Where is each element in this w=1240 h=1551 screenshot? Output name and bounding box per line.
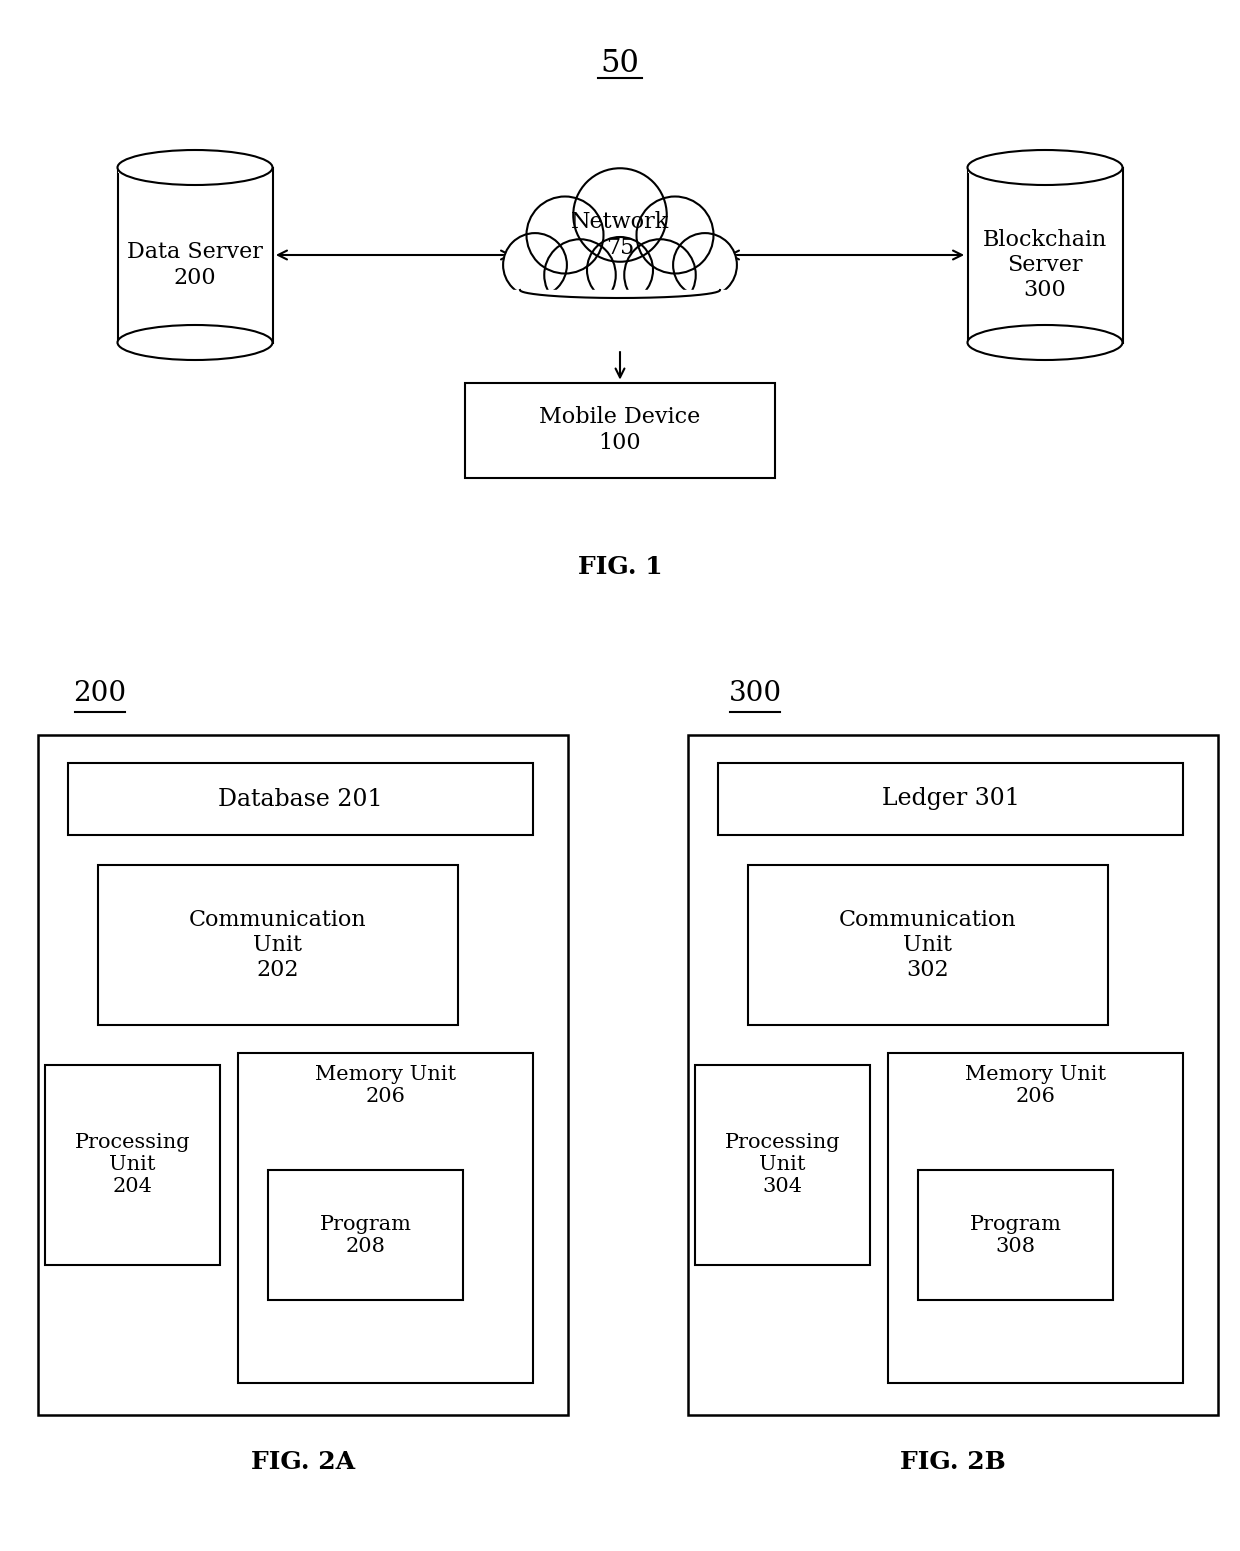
Ellipse shape: [118, 326, 273, 360]
Circle shape: [573, 168, 667, 262]
Text: FIG. 1: FIG. 1: [578, 555, 662, 579]
Bar: [98, 865, 458, 1025]
Text: FIG. 2A: FIG. 2A: [250, 1450, 355, 1473]
Bar: [688, 735, 1218, 1415]
Circle shape: [636, 197, 713, 273]
Text: Data Server
200: Data Server 200: [126, 242, 263, 288]
Bar: [268, 1169, 463, 1300]
Text: Processing
Unit
204: Processing Unit 204: [74, 1134, 190, 1196]
Text: Memory Unit
206: Memory Unit 206: [315, 1064, 456, 1106]
Text: Communication
Unit
302: Communication Unit 302: [839, 909, 1017, 982]
Text: Blockchain
Server
300: Blockchain Server 300: [983, 228, 1107, 301]
Text: Program
308: Program 308: [970, 1214, 1061, 1255]
Text: Network
75: Network 75: [570, 211, 670, 259]
Text: Ledger 301: Ledger 301: [882, 788, 1019, 811]
Ellipse shape: [967, 150, 1122, 185]
Bar: [967, 168, 1122, 343]
Text: Mobile Device
100: Mobile Device 100: [539, 406, 701, 454]
Bar: [748, 865, 1109, 1025]
Bar: [918, 1169, 1114, 1300]
Bar: [68, 763, 533, 834]
Circle shape: [624, 239, 696, 310]
Circle shape: [527, 197, 604, 273]
Circle shape: [587, 237, 653, 302]
Bar: [500, 290, 740, 351]
Ellipse shape: [118, 150, 273, 185]
Text: 300: 300: [728, 679, 781, 707]
Bar: [888, 1053, 1183, 1383]
Text: Memory Unit
206: Memory Unit 206: [965, 1064, 1106, 1106]
Text: FIG. 2B: FIG. 2B: [900, 1450, 1006, 1473]
Bar: [465, 383, 775, 478]
Bar: [118, 168, 273, 343]
Bar: [118, 168, 272, 172]
Bar: [45, 1066, 219, 1266]
Text: Database 201: Database 201: [218, 788, 383, 811]
Circle shape: [673, 233, 737, 296]
Text: 200: 200: [73, 679, 126, 707]
Text: 50: 50: [600, 48, 640, 79]
Circle shape: [544, 239, 616, 310]
Text: Processing
Unit
304: Processing Unit 304: [724, 1134, 841, 1196]
Circle shape: [503, 233, 567, 296]
Bar: [694, 1066, 870, 1266]
Bar: [968, 168, 1122, 172]
Text: Communication
Unit
202: Communication Unit 202: [190, 909, 367, 982]
Bar: [238, 1053, 533, 1383]
Bar: [38, 735, 568, 1415]
Text: Program
208: Program 208: [320, 1214, 412, 1255]
Bar: [718, 763, 1183, 834]
Ellipse shape: [967, 326, 1122, 360]
